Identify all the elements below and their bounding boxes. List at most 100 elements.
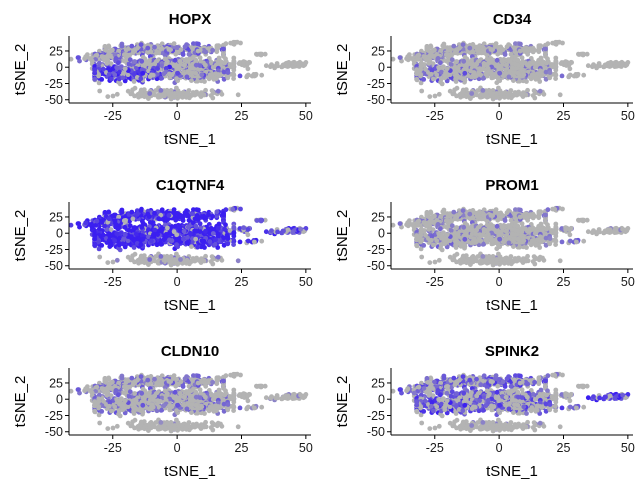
cell-point	[130, 50, 136, 56]
cell-point	[245, 227, 251, 232]
cell-point	[181, 228, 187, 234]
cell-point	[196, 92, 202, 97]
cell-point	[517, 48, 523, 54]
cell-point	[189, 78, 194, 83]
x-tick-label: 50	[299, 109, 313, 123]
cell-point	[580, 52, 586, 58]
cell-point	[497, 70, 503, 76]
points-layer	[390, 205, 631, 268]
cell-point	[202, 245, 207, 250]
cell-point	[252, 73, 257, 79]
x-tick-label: 50	[621, 109, 635, 123]
cell-point	[193, 223, 199, 229]
cell-point	[453, 79, 459, 84]
cell-point	[207, 73, 213, 78]
cell-point	[285, 61, 291, 67]
cell-point	[477, 66, 482, 71]
cell-point	[185, 69, 190, 74]
cell-point	[428, 43, 434, 49]
cell-point	[281, 228, 286, 234]
cell-point	[468, 61, 473, 67]
cell-point	[152, 44, 157, 50]
cell-point	[199, 72, 205, 78]
cell-point	[216, 221, 222, 227]
cell-point	[184, 42, 190, 47]
cell-point	[180, 236, 186, 242]
cell-point	[462, 70, 468, 76]
cell-point	[303, 60, 309, 65]
cell-point	[223, 222, 228, 228]
cell-point	[145, 45, 151, 51]
cell-point	[109, 76, 114, 82]
cell-point	[506, 42, 511, 47]
cell-point	[414, 68, 420, 73]
cell-point	[223, 207, 229, 213]
x-axis-label: tSNE_1	[164, 297, 216, 314]
cell-point	[169, 72, 175, 78]
cell-point	[134, 45, 140, 51]
cell-point	[298, 226, 303, 232]
cell-point	[245, 61, 251, 66]
cell-point	[483, 91, 489, 97]
cell-point	[159, 41, 165, 47]
cell-point	[180, 70, 186, 76]
cell-point	[125, 72, 131, 78]
cell-point	[210, 95, 216, 101]
cell-point	[502, 52, 508, 57]
cell-point	[210, 65, 216, 70]
cell-point	[290, 64, 296, 69]
cell-point	[106, 237, 112, 243]
cell-point	[138, 87, 144, 93]
cell-point	[512, 92, 518, 98]
cell-point	[184, 91, 190, 97]
cell-point	[102, 57, 107, 63]
cell-point	[92, 242, 98, 248]
cell-point	[178, 62, 183, 67]
cell-point	[518, 92, 524, 97]
cell-point	[92, 76, 98, 82]
points-layer	[68, 205, 309, 268]
cell-point	[165, 59, 170, 65]
x-tick-label: 0	[174, 109, 181, 123]
cell-point	[201, 47, 207, 53]
cell-point	[212, 75, 218, 81]
cell-point	[181, 62, 187, 68]
cell-point	[536, 209, 542, 215]
cell-point	[138, 242, 144, 248]
cell-point	[165, 225, 170, 231]
cell-point	[171, 207, 177, 212]
cell-point	[96, 73, 102, 79]
cell-point	[166, 213, 172, 218]
cell-point	[152, 210, 157, 216]
cell-point	[532, 47, 537, 53]
cell-point	[419, 88, 425, 94]
y-tick-label: 0	[56, 227, 63, 241]
cell-point	[231, 230, 237, 236]
cell-point	[552, 40, 558, 46]
cell-point	[195, 78, 201, 84]
cell-point	[428, 50, 434, 56]
cell-point	[231, 59, 237, 64]
cell-point	[285, 227, 291, 233]
cell-point	[210, 47, 216, 53]
y-tick-label: 25	[49, 210, 63, 224]
cell-point	[449, 57, 455, 63]
cell-point	[518, 41, 523, 47]
cell-point	[94, 52, 100, 58]
cell-point	[500, 47, 506, 53]
cell-point	[114, 257, 120, 263]
cell-point	[132, 59, 138, 64]
cell-point	[122, 66, 128, 72]
cell-point	[431, 76, 436, 82]
cell-point	[478, 50, 484, 56]
cell-point	[97, 254, 103, 260]
cell-point	[241, 59, 247, 65]
cell-point	[483, 71, 489, 77]
cell-point	[193, 62, 199, 68]
cell-point	[178, 257, 183, 262]
cell-point	[432, 93, 438, 99]
cell-point	[195, 244, 201, 250]
cell-point	[122, 224, 128, 230]
cell-point	[110, 47, 115, 53]
cell-point	[459, 91, 465, 97]
